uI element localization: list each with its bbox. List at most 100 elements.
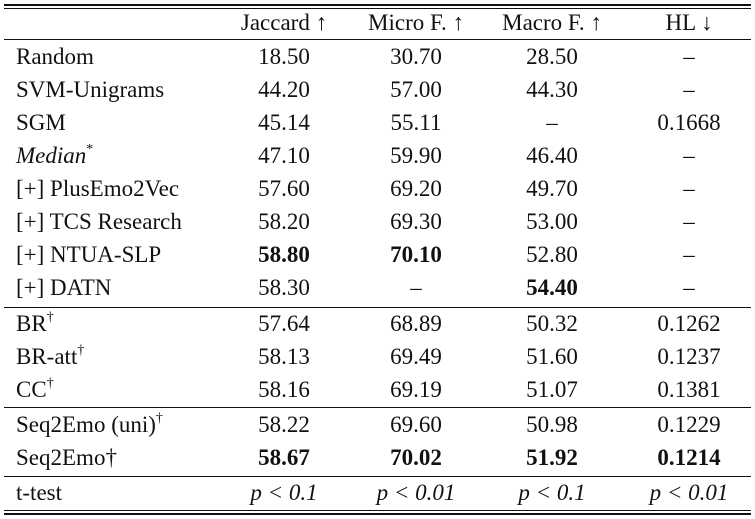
row-hl: p < 0.01	[649, 480, 729, 505]
row-hl: 0.1381	[657, 377, 721, 402]
row-hl: 0.1262	[657, 311, 721, 336]
table-row: BR-att† 58.13 69.49 51.60 0.1237	[4, 340, 751, 373]
table-row: [+] PlusEmo2Vec 57.60 69.20 49.70 –	[4, 172, 751, 205]
row-micro-f: 30.70	[390, 44, 442, 69]
row-micro-f: p < 0.01	[376, 480, 456, 505]
row-method: BR-att	[16, 344, 78, 369]
group-rule	[4, 407, 751, 408]
row-macro-f: 54.40	[526, 275, 578, 300]
row-micro-f: 69.19	[390, 377, 442, 402]
table-row: Seq2Emo† 58.67 70.02 51.92 0.1214	[4, 441, 751, 474]
row-hl: –	[683, 242, 695, 267]
row-macro-f: 46.40	[526, 143, 578, 168]
row-hl: –	[683, 275, 695, 300]
row-macro-f: 53.00	[526, 209, 578, 234]
header-rule	[4, 39, 751, 40]
header-micro-f: Micro F. ↑	[368, 10, 464, 35]
row-method-marker: †	[46, 310, 54, 326]
row-jaccard: 58.30	[258, 275, 310, 300]
table-row: Random 18.50 30.70 28.50 –	[4, 40, 751, 73]
group-rule	[4, 307, 751, 308]
row-micro-f: 70.10	[390, 242, 442, 267]
table-row: BR† 57.64 68.89 50.32 0.1262	[4, 307, 751, 340]
table-row: [+] TCS Research 58.20 69.30 53.00 –	[4, 205, 751, 238]
row-method: SVM-Unigrams	[16, 77, 165, 102]
row-macro-f: 51.60	[526, 344, 578, 369]
row-hl: –	[683, 143, 695, 168]
row-method: Seq2Emo†	[16, 445, 117, 470]
row-hl: –	[683, 176, 695, 201]
row-method-cell: Seq2Emo (uni)†	[16, 408, 163, 441]
row-method: [+] DATN	[16, 275, 112, 300]
row-micro-f: 69.30	[390, 209, 442, 234]
row-micro-f: 57.00	[390, 77, 442, 102]
row-micro-f: 55.11	[390, 110, 442, 135]
row-micro-f: 59.90	[390, 143, 442, 168]
row-hl: 0.1214	[657, 445, 721, 470]
row-method: [+] PlusEmo2Vec	[16, 176, 180, 201]
row-macro-f: 44.30	[526, 77, 578, 102]
table-row: t-test p < 0.1 p < 0.01 p < 0.1 p < 0.01	[4, 476, 751, 509]
row-jaccard: 57.60	[258, 176, 310, 201]
table-row: CC† 58.16 69.19 51.07 0.1381	[4, 373, 751, 406]
header-macro-f: Macro F. ↑	[502, 10, 602, 35]
row-method: BR	[16, 311, 47, 336]
row-macro-f: 50.98	[526, 412, 578, 437]
row-jaccard: 44.20	[258, 77, 310, 102]
row-method-cell: Median*	[16, 139, 93, 172]
bottom-rule-inner	[4, 510, 751, 511]
row-method: Seq2Emo (uni)	[16, 412, 156, 437]
header-hl: HL ↓	[665, 10, 713, 35]
row-jaccard: 58.80	[258, 242, 310, 267]
row-hl: –	[683, 77, 695, 102]
row-method: [+] NTUA-SLP	[16, 242, 162, 267]
row-hl: –	[683, 44, 695, 69]
table-row: [+] DATN 58.30 – 54.40 –	[4, 271, 751, 304]
row-macro-f: 52.80	[526, 242, 578, 267]
row-method: Random	[16, 44, 94, 69]
bottom-rule	[4, 513, 751, 515]
row-jaccard: 58.16	[258, 377, 310, 402]
row-hl: 0.1229	[657, 412, 721, 437]
group-rule	[4, 476, 751, 477]
row-macro-f: 51.07	[526, 377, 578, 402]
row-method: CC	[16, 377, 47, 402]
row-jaccard: 58.20	[258, 209, 310, 234]
table-row: [+] NTUA-SLP 58.80 70.10 52.80 –	[4, 238, 751, 271]
row-jaccard: 47.10	[258, 143, 310, 168]
row-micro-f: 69.20	[390, 176, 442, 201]
table-row: Seq2Emo (uni)† 58.22 69.60 50.98 0.1229	[4, 408, 751, 441]
row-method: SGM	[16, 110, 66, 135]
top-rule	[4, 4, 751, 6]
table-row: SGM 45.14 55.11 – 0.1668	[4, 106, 751, 139]
row-micro-f: 70.02	[390, 445, 442, 470]
table-row: SVM-Unigrams 44.20 57.00 44.30 –	[4, 73, 751, 106]
row-micro-f: 69.60	[390, 412, 442, 437]
row-macro-f: 28.50	[526, 44, 578, 69]
row-method-cell: BR-att†	[16, 340, 84, 373]
row-method-marker: †	[46, 376, 54, 392]
top-rule-inner	[4, 8, 751, 9]
row-jaccard: 58.67	[258, 445, 310, 470]
header-jaccard: Jaccard ↑	[240, 10, 328, 35]
row-hl: 0.1668	[657, 110, 721, 135]
row-method: t-test	[16, 480, 62, 505]
row-macro-f: 50.32	[526, 311, 578, 336]
row-method-marker: †	[155, 411, 163, 427]
row-macro-f: 51.92	[526, 445, 578, 470]
row-method-marker: †	[77, 343, 85, 359]
table-row: Median* 47.10 59.90 46.40 –	[4, 139, 751, 172]
row-jaccard: p < 0.1	[250, 480, 318, 505]
row-method: [+] TCS Research	[16, 209, 182, 234]
row-method-marker: *	[86, 142, 94, 158]
header-row: Jaccard ↑ Micro F. ↑ Macro F. ↑ HL ↓	[4, 6, 751, 39]
row-jaccard: 45.14	[258, 110, 310, 135]
row-micro-f: 68.89	[390, 311, 442, 336]
row-hl: –	[683, 209, 695, 234]
row-macro-f: p < 0.1	[518, 480, 586, 505]
row-jaccard: 58.13	[258, 344, 310, 369]
row-hl: 0.1237	[657, 344, 721, 369]
row-method-cell: CC†	[16, 373, 54, 406]
row-micro-f: –	[410, 275, 422, 300]
row-method-cell: BR†	[16, 307, 54, 340]
